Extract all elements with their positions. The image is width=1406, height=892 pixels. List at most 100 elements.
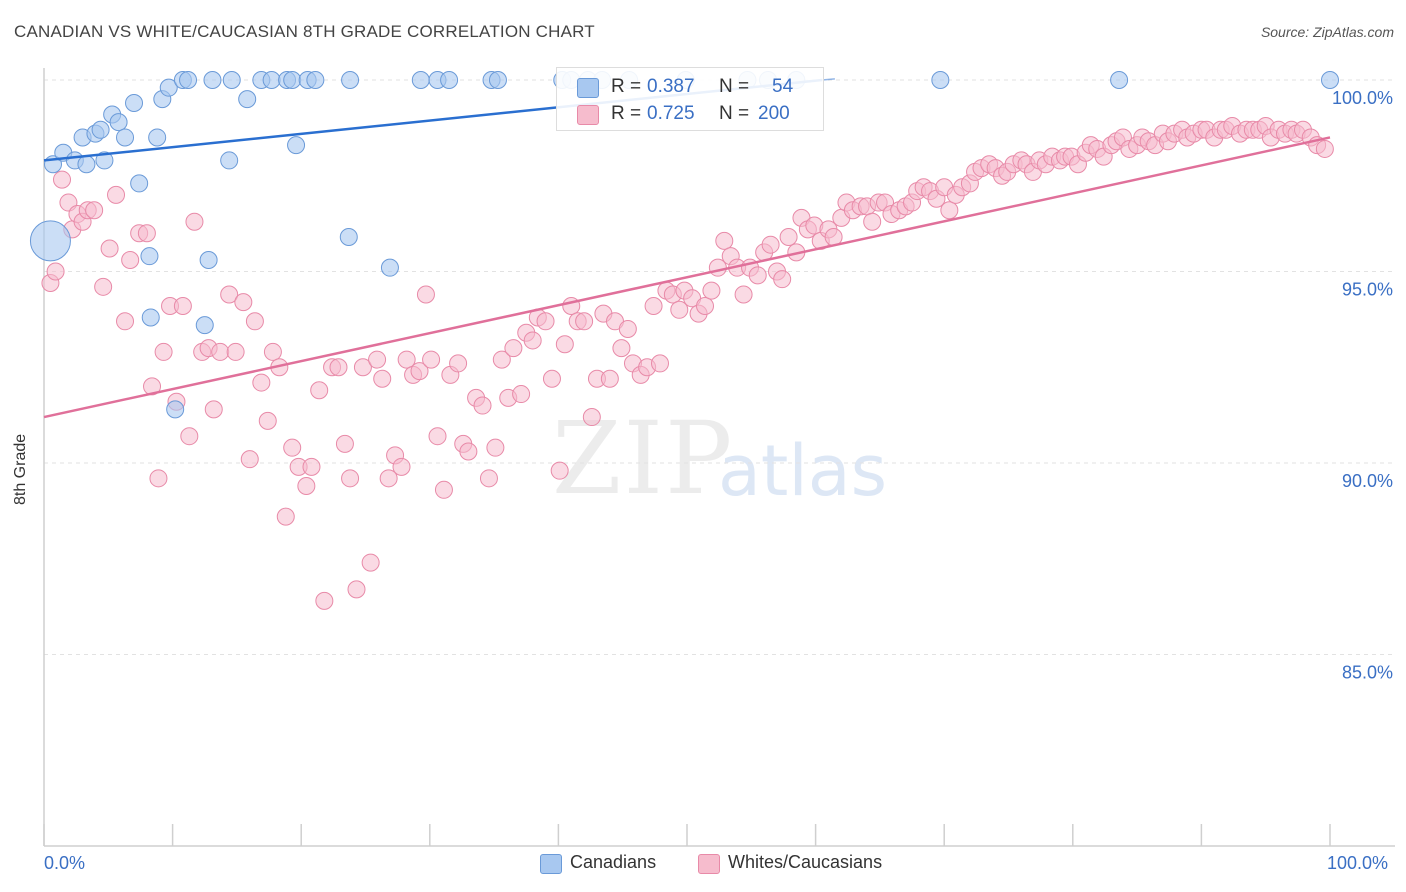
data-point-whites bbox=[53, 170, 72, 189]
series-canadians-points bbox=[29, 71, 1339, 419]
legend-row-canadians: R = 0.387 N = 54 bbox=[557, 73, 823, 101]
data-point-whites bbox=[715, 231, 734, 250]
watermark-atlas: atlas bbox=[718, 430, 888, 512]
data-point-whites bbox=[434, 480, 453, 499]
data-point-canadians bbox=[109, 113, 128, 132]
data-point-canadians bbox=[159, 78, 178, 97]
bottom-legend-swatch-canadians bbox=[540, 854, 562, 874]
data-point-whites bbox=[940, 201, 959, 220]
data-point-canadians bbox=[148, 128, 167, 147]
data-point-whites bbox=[46, 262, 65, 281]
bottom-legend-label: Whites/Caucasians bbox=[728, 852, 883, 872]
data-point-whites bbox=[335, 434, 354, 453]
data-point-whites bbox=[702, 281, 721, 300]
legend-n-label: N = bbox=[719, 103, 750, 124]
data-point-whites bbox=[121, 251, 140, 270]
data-point-canadians bbox=[166, 400, 185, 419]
data-point-canadians bbox=[195, 316, 214, 335]
data-point-canadians bbox=[380, 258, 399, 277]
data-point-whites bbox=[149, 469, 168, 488]
data-point-whites bbox=[612, 339, 631, 358]
data-point-whites bbox=[100, 239, 119, 258]
data-point-whites bbox=[555, 335, 574, 354]
data-point-canadians bbox=[1110, 71, 1129, 89]
legend-r-value: 0.387 bbox=[647, 76, 695, 97]
data-point-whites bbox=[410, 362, 429, 381]
data-point-whites bbox=[650, 354, 669, 373]
data-point-canadians bbox=[199, 251, 218, 270]
y-tick-label: 90.0% bbox=[1342, 471, 1393, 491]
data-point-canadians bbox=[222, 71, 241, 89]
data-point-whites bbox=[523, 331, 542, 350]
bottom-legend-swatch-whites bbox=[698, 854, 720, 874]
data-point-whites bbox=[863, 212, 882, 231]
data-point-whites bbox=[245, 312, 264, 331]
data-point-canadians bbox=[220, 151, 239, 170]
data-point-whites bbox=[773, 270, 792, 289]
data-point-whites bbox=[347, 580, 366, 599]
y-tick-label: 95.0% bbox=[1342, 280, 1393, 300]
data-point-whites bbox=[353, 358, 372, 377]
data-point-canadians bbox=[77, 155, 96, 174]
data-point-canadians bbox=[931, 71, 950, 89]
chart-title: CANADIAN VS WHITE/CAUCASIAN 8TH GRADE CO… bbox=[14, 22, 595, 41]
data-point-canadians bbox=[1321, 71, 1339, 89]
legend-n-value: 54 bbox=[772, 76, 794, 97]
data-point-whites bbox=[504, 339, 523, 358]
y-axis-title: 8th Grade bbox=[12, 433, 29, 505]
data-point-whites bbox=[226, 342, 245, 361]
legend-row-whites: R = 0.725 N = 200 bbox=[557, 100, 823, 128]
data-point-canadians bbox=[116, 128, 135, 147]
axes bbox=[43, 68, 1395, 847]
data-point-canadians bbox=[179, 71, 198, 89]
data-point-whites bbox=[1315, 139, 1334, 158]
data-point-whites bbox=[422, 350, 441, 369]
data-point-whites bbox=[297, 476, 316, 495]
data-point-whites bbox=[107, 185, 126, 204]
data-point-whites bbox=[341, 469, 360, 488]
data-point-whites bbox=[550, 461, 569, 480]
data-point-whites bbox=[397, 350, 416, 369]
data-point-whites bbox=[512, 385, 531, 404]
data-point-whites bbox=[373, 369, 392, 388]
data-point-whites bbox=[283, 438, 302, 457]
data-point-whites bbox=[329, 358, 348, 377]
data-point-whites bbox=[310, 381, 329, 400]
data-point-whites bbox=[315, 591, 334, 610]
data-point-whites bbox=[618, 319, 637, 338]
legend-swatch-whites bbox=[577, 105, 599, 125]
data-point-whites bbox=[154, 342, 173, 361]
legend-swatch-canadians bbox=[577, 78, 599, 98]
data-point-canadians bbox=[125, 93, 144, 112]
data-point-whites bbox=[479, 469, 498, 488]
data-point-canadians bbox=[141, 308, 160, 327]
x-tick-label-min: 0.0% bbox=[44, 853, 86, 873]
data-point-whites bbox=[473, 396, 492, 415]
data-point-canadians bbox=[440, 71, 459, 89]
data-point-canadians bbox=[130, 174, 149, 193]
y-tick-label: 85.0% bbox=[1342, 663, 1393, 683]
data-point-whites bbox=[180, 427, 199, 446]
data-point-canadians bbox=[140, 247, 159, 266]
data-point-whites bbox=[361, 553, 380, 572]
series-whites-points bbox=[41, 116, 1334, 610]
data-point-whites bbox=[368, 350, 387, 369]
data-point-whites bbox=[392, 457, 411, 476]
legend-r-label: R = bbox=[611, 103, 642, 124]
data-point-canadians bbox=[262, 71, 281, 89]
data-point-canadians bbox=[283, 71, 302, 89]
data-point-whites bbox=[734, 285, 753, 304]
data-point-whites bbox=[258, 411, 277, 430]
data-point-whites bbox=[252, 373, 271, 392]
data-point-whites bbox=[575, 312, 594, 331]
data-point-canadians bbox=[488, 71, 507, 89]
data-point-whites bbox=[116, 312, 135, 331]
data-point-whites bbox=[600, 369, 619, 388]
data-point-whites bbox=[449, 354, 468, 373]
data-point-whites bbox=[486, 438, 505, 457]
data-point-whites bbox=[85, 201, 104, 220]
source-label: Source: ZipAtlas.com bbox=[1260, 24, 1394, 40]
data-point-canadians bbox=[95, 151, 114, 170]
data-point-canadians bbox=[306, 71, 325, 89]
